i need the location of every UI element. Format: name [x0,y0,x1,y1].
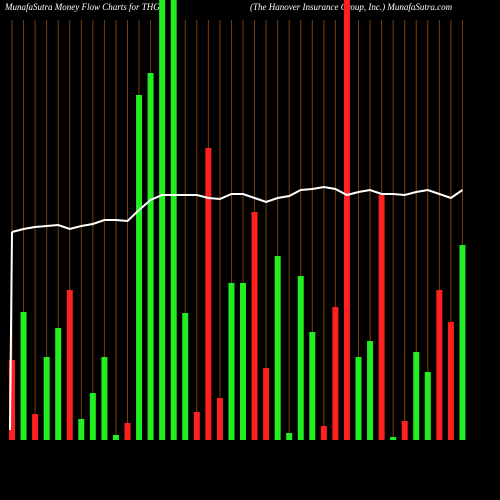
bar [240,283,246,440]
bar [9,360,15,440]
bar [182,313,189,440]
bar [251,212,258,440]
bar [20,312,27,440]
bar [424,372,431,440]
bar [124,423,131,440]
bar [274,256,281,440]
bar [193,412,200,440]
bar [136,95,143,440]
bar [367,341,374,440]
bar [355,357,362,440]
bar [401,421,408,440]
bar [297,276,304,440]
bar [66,290,73,440]
bar [205,148,212,440]
bar [89,393,96,440]
bar [390,437,397,440]
bar [286,433,293,440]
bar [78,419,85,440]
line-start [9,231,13,431]
bar [170,0,177,440]
bar [447,322,454,440]
bar [320,426,327,440]
bar [332,307,339,440]
bar [413,352,420,440]
bar [309,332,316,440]
bar [228,283,235,440]
price-line [11,185,464,233]
chart-subtitle: (The Hanover Insurance Group, Inc.) Muna… [250,2,453,12]
bar [216,398,223,440]
bar [112,435,119,440]
bar [147,73,154,440]
bar [32,414,39,440]
bar [263,368,270,440]
chart-title: MunafaSutra Money Flow Charts for THG [4,2,160,12]
bar [43,357,50,440]
bar [159,0,166,440]
bar [459,245,466,440]
bar [343,0,350,440]
bar [55,328,62,440]
bar [101,357,108,440]
bar [436,290,443,440]
bar [378,195,385,440]
